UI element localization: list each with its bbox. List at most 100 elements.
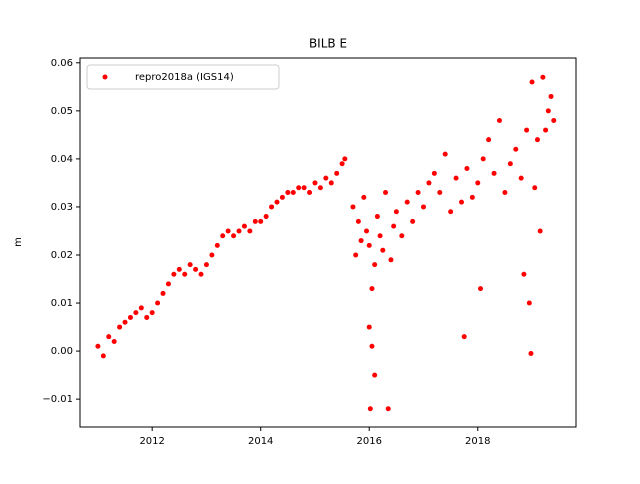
point bbox=[399, 233, 405, 239]
point bbox=[415, 190, 421, 196]
point bbox=[372, 262, 378, 268]
point bbox=[312, 180, 318, 186]
point bbox=[534, 137, 540, 143]
x-tick-label: 2014 bbox=[248, 436, 273, 447]
point bbox=[296, 185, 302, 191]
point bbox=[301, 185, 307, 191]
point bbox=[426, 180, 432, 186]
point bbox=[339, 161, 345, 167]
point bbox=[442, 151, 448, 157]
point bbox=[496, 117, 502, 123]
point bbox=[453, 175, 459, 181]
point bbox=[464, 166, 470, 172]
point bbox=[187, 262, 193, 268]
point bbox=[231, 233, 237, 239]
point bbox=[551, 117, 557, 123]
point bbox=[350, 204, 356, 210]
point bbox=[323, 175, 329, 181]
point bbox=[106, 334, 112, 340]
point bbox=[548, 93, 554, 99]
point bbox=[342, 156, 348, 162]
point bbox=[366, 242, 372, 248]
point bbox=[353, 252, 359, 258]
legend-box bbox=[86, 64, 280, 90]
point bbox=[149, 310, 155, 316]
point bbox=[209, 252, 215, 258]
point bbox=[220, 233, 226, 239]
point bbox=[529, 79, 535, 85]
point bbox=[480, 156, 486, 162]
x-tick-label: 2012 bbox=[139, 436, 164, 447]
point bbox=[475, 180, 481, 186]
y-axis-label: m bbox=[13, 237, 24, 247]
point bbox=[521, 271, 527, 277]
point bbox=[410, 218, 416, 224]
point bbox=[486, 137, 492, 143]
point bbox=[421, 204, 427, 210]
point bbox=[171, 271, 177, 277]
point bbox=[117, 324, 123, 330]
point bbox=[461, 334, 467, 340]
point bbox=[377, 233, 383, 239]
y-tick-label: 0.04 bbox=[51, 154, 73, 165]
point bbox=[385, 406, 391, 412]
point bbox=[138, 305, 144, 311]
point bbox=[198, 271, 204, 277]
point bbox=[358, 238, 364, 244]
point bbox=[383, 190, 389, 196]
point bbox=[543, 127, 549, 133]
point bbox=[388, 257, 394, 263]
point bbox=[524, 127, 530, 133]
point bbox=[317, 185, 323, 191]
point bbox=[380, 247, 386, 253]
chart-title: BILB E bbox=[309, 37, 347, 51]
point bbox=[374, 214, 380, 220]
point bbox=[258, 218, 264, 224]
point bbox=[100, 353, 106, 359]
point bbox=[540, 74, 546, 80]
point bbox=[263, 214, 269, 220]
point bbox=[367, 406, 373, 412]
point bbox=[193, 266, 199, 272]
point bbox=[307, 190, 313, 196]
point bbox=[404, 199, 410, 205]
point bbox=[122, 319, 128, 325]
point bbox=[236, 228, 242, 234]
point bbox=[369, 343, 375, 349]
point bbox=[176, 266, 182, 272]
point bbox=[182, 271, 188, 277]
point bbox=[160, 290, 166, 296]
point bbox=[252, 218, 258, 224]
point bbox=[526, 300, 532, 306]
point bbox=[364, 228, 370, 234]
point bbox=[214, 242, 220, 248]
point bbox=[393, 209, 399, 215]
point bbox=[458, 199, 464, 205]
point bbox=[127, 314, 133, 320]
x-tick-label: 2016 bbox=[357, 436, 382, 447]
point bbox=[372, 372, 378, 378]
point bbox=[507, 161, 513, 167]
point bbox=[274, 199, 280, 205]
point bbox=[328, 180, 334, 186]
point bbox=[144, 314, 150, 320]
point bbox=[431, 170, 437, 176]
point bbox=[133, 310, 139, 316]
y-tick-label: 0.03 bbox=[51, 202, 73, 213]
y-tick-label: 0.01 bbox=[51, 298, 73, 309]
point bbox=[532, 185, 538, 191]
point bbox=[391, 223, 397, 229]
point bbox=[491, 170, 497, 176]
point bbox=[290, 190, 296, 196]
point bbox=[437, 190, 443, 196]
point bbox=[528, 350, 534, 356]
point bbox=[477, 286, 483, 292]
plot-frame bbox=[79, 57, 577, 428]
point bbox=[513, 146, 519, 152]
point bbox=[518, 175, 524, 181]
point bbox=[111, 338, 117, 344]
point bbox=[369, 286, 375, 292]
point bbox=[545, 108, 551, 114]
legend-label: repro2018a (IGS14) bbox=[135, 72, 234, 83]
point bbox=[269, 204, 275, 210]
